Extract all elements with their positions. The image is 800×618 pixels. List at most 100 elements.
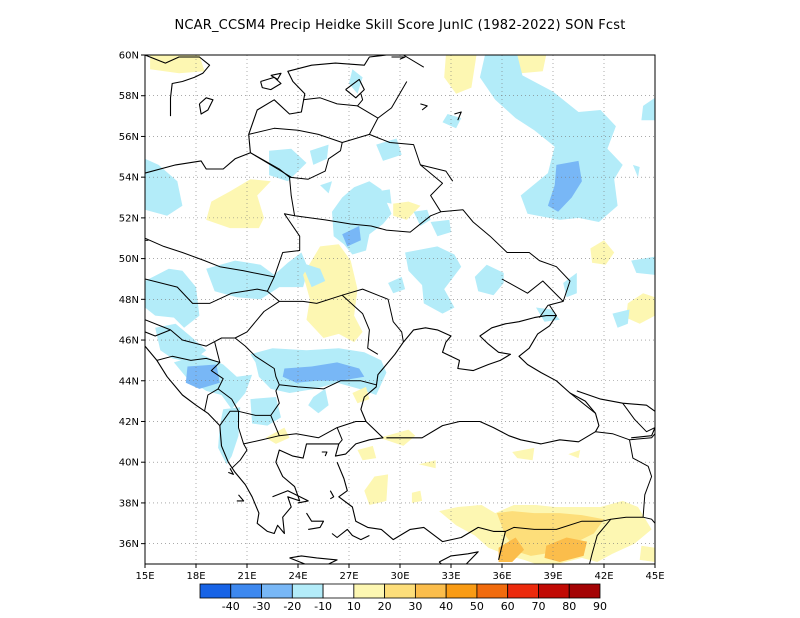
colorbar-swatch-1 [230,583,262,599]
border-line-48 [505,516,644,532]
border-line-30 [145,237,275,278]
skill-region-neg10-5 [479,55,623,222]
skill-region-neg10-19 [413,209,431,226]
border-line-43 [270,415,280,436]
y-tick-label-54: 54N [119,173,139,184]
skill-region-neg10-11 [269,148,307,182]
colorbar-label-11: 80 [562,600,576,613]
border-line-53 [420,164,454,182]
skill-region-neg10-33 [155,323,207,363]
coast-line-19 [331,528,370,541]
colorbar-label-2: -20 [283,600,301,613]
skill-region-neg10-41 [388,276,406,294]
x-tick-label-24: 24E [288,571,307,582]
x-tick-label-36: 36E [492,571,511,582]
skill-region-neg10-30 [206,252,309,300]
skill-region-neg10-26 [631,256,655,275]
skill-region-neg10-4 [442,114,462,129]
border-line-40 [219,410,239,426]
border-line-42 [243,421,366,445]
y-tick-label-44: 44N [119,376,139,387]
skill-region-neg10-29 [145,268,200,328]
coast-line-7 [420,103,428,111]
y-tick-label-42: 42N [119,417,139,428]
skill-region-pos10-25 [590,240,615,265]
colorbar-label-10: 70 [531,600,545,613]
y-tick-label-46: 46N [119,336,139,347]
border-line-33 [279,294,379,355]
border-line-35 [145,329,171,337]
colorbar-swatch-7 [414,583,447,599]
border-line-27 [294,211,441,233]
y-tick-label-40: 40N [119,458,139,469]
coast-line-8 [454,111,462,121]
x-tick-label-39: 39E [543,571,562,582]
border-line-55 [250,152,292,178]
x-tick-label-15: 15E [135,571,154,582]
coast-line-11 [289,555,338,564]
coast-line-12 [438,551,479,564]
colorbar-label-6: 30 [408,600,422,613]
skill-region-neg10-14 [376,138,402,161]
skill-region-neg10-12 [309,144,329,165]
skill-region-pos10-51 [418,460,436,469]
x-tick-label-18: 18E [186,571,205,582]
colorbar-label-9: 60 [501,600,515,613]
border-line-51 [622,402,655,433]
border-line-29 [403,55,425,68]
skill-region-pos10-45 [357,445,377,461]
skill-region-neg10-22 [474,264,504,296]
gridlines [145,55,655,564]
border-line-23 [248,93,379,143]
coast-line-5 [345,78,365,99]
skill-region-pos10-0 [150,55,205,74]
skill-region-neg10-9 [145,158,183,216]
y-tick-label-52: 52N [119,213,139,224]
skill-region-pos10-27 [626,293,655,324]
colorbar-swatch-11 [538,583,570,599]
coast-line-14 [329,490,335,500]
colorbar-swatch-3 [291,583,324,599]
border-line-28 [377,81,408,119]
colorbar-swatch-10 [507,583,539,599]
skill-region-neg10-21 [405,246,462,314]
colorbar-label-1: -30 [253,600,271,613]
colorbar-label-5: 20 [378,600,392,613]
border-line-32 [145,290,280,347]
skill-region-pos30-55 [544,537,587,562]
skill-region-neg10-8 [632,164,640,178]
skill-region-neg10-7 [641,97,655,121]
skill-region-pos10-56 [639,545,655,562]
coast-line-16 [228,468,234,475]
coast-line-18 [306,512,325,530]
coast-line-15 [321,451,328,457]
skill-region-neg10-28 [612,309,630,328]
y-tick-label-56: 56N [119,132,139,143]
colorbar-label-8: 50 [470,600,484,613]
skill-region-pos10-1 [444,55,477,94]
x-tick-label-30: 30E [390,571,409,582]
skill-region-neg20-37 [282,362,365,383]
skill-region-pos10-2 [517,55,547,74]
y-axis: 36N 38N 40N 42N 44N 46N 48N 50N 52N 54N 56N 58N 60N [119,51,145,550]
colorbar-label-4: 10 [347,600,361,613]
x-tick-label-45: 45E [645,571,664,582]
skill-region-pos10-43 [352,386,370,404]
x-tick-label-42: 42E [594,571,613,582]
skill-region-pos10-49 [512,447,535,461]
border-line-25 [303,97,358,107]
colorbar-swatch-5 [353,583,386,599]
border-line-49 [589,518,612,564]
y-tick-label-60: 60N [119,51,139,62]
coast-line-13 [272,490,309,504]
coast-line-6 [391,56,406,60]
colorbar-label-0: -40 [222,600,240,613]
coast-line-1 [145,55,211,117]
coast-line-3 [260,76,282,91]
chart-title: NCAR_CCSM4 Precip Heidke Skill Score Jun… [174,18,626,33]
border-line-34 [342,288,404,343]
colorbar-label-7: 40 [439,600,453,613]
skill-region-neg10-32 [301,262,326,288]
colorbar-swatch-9 [476,583,509,599]
